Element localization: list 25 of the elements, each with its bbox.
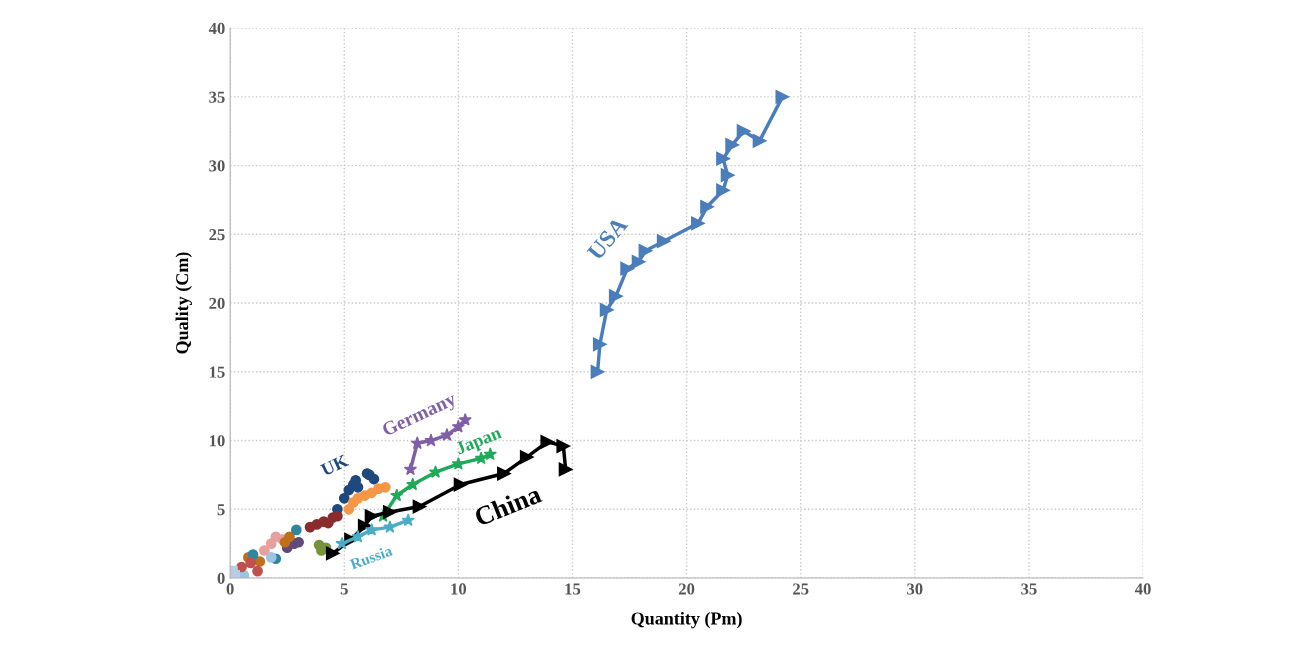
y-tick-label: 30	[209, 160, 225, 172]
x-tick-label: 25	[793, 583, 809, 595]
y-tick-label: 40	[208, 22, 225, 35]
x-tick-label: 30	[907, 583, 923, 595]
y-axis-title: Quality (Cm)	[175, 252, 192, 354]
text: UK	[320, 454, 350, 477]
x-tick-label: 20	[678, 583, 695, 595]
y-tick-label: 20	[209, 297, 225, 309]
y-tick-label: 5	[217, 504, 225, 516]
x-tick-label: 15	[565, 583, 581, 595]
y-tick-label: 25	[209, 229, 225, 241]
x-tick-label: 10	[451, 583, 467, 595]
text: China	[473, 484, 543, 527]
y-tick-label: 15	[209, 366, 225, 378]
x-tick-label: 35	[1021, 583, 1037, 595]
y-tick-label: 35	[209, 91, 225, 103]
x-tick-label: 0	[226, 583, 234, 595]
text: USA	[586, 215, 629, 262]
y-tick-label: 10	[209, 435, 225, 447]
text: Russia	[349, 544, 394, 570]
x-tick-label: 5	[340, 583, 348, 595]
x-axis-title: Quantity (Pm)	[631, 611, 742, 629]
x-tick-label: 40	[1134, 583, 1151, 595]
y-tick-label: 0	[217, 572, 225, 584]
text: Japan	[454, 426, 504, 459]
